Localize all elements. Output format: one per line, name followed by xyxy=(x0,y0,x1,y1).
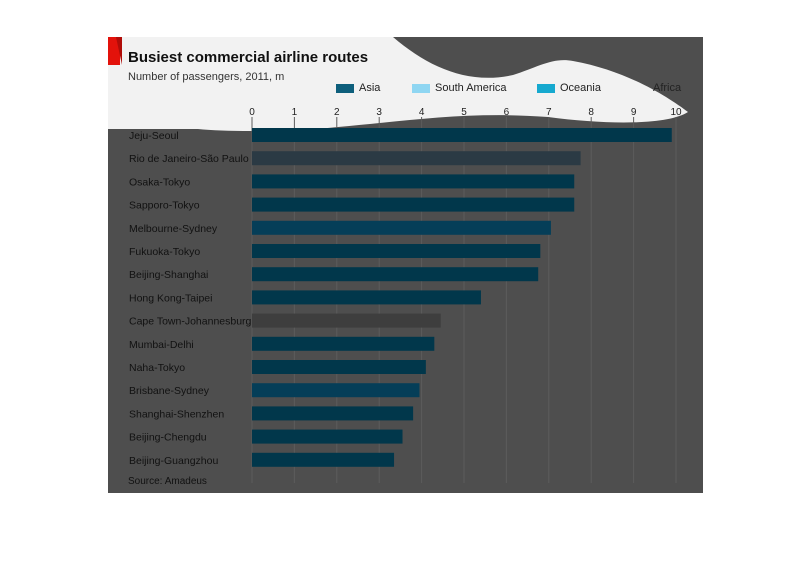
category-label: Melbourne-Sydney xyxy=(129,223,218,235)
category-label: Beijing-Shanghai xyxy=(129,269,208,281)
bar-rio-de-janeiro-s-o-paulo xyxy=(252,151,581,166)
legend-label-asia: Asia xyxy=(359,82,381,94)
category-label: Rio de Janeiro-São Paulo xyxy=(129,153,249,165)
brand-red-tag xyxy=(108,37,122,65)
legend-item-asia: Asia xyxy=(336,82,380,94)
x-tick-label: 8 xyxy=(588,107,594,118)
x-tick-label: 0 xyxy=(249,107,255,118)
bar-chart: 0 1 2 3 4 5 6 7 8 9 10 Jeju-Seoul Rio de Janeiro-Sã… xyxy=(108,37,688,483)
title-area-background xyxy=(108,37,688,132)
x-tick-label: 4 xyxy=(419,107,425,118)
category-label: Hong Kong-Taipei xyxy=(129,292,212,304)
chart-title: Busiest commercial airline routes xyxy=(128,49,369,66)
legend-item-south-america: South America xyxy=(412,82,507,94)
category-label: Mumbai-Delhi xyxy=(129,339,194,351)
title-area-shape xyxy=(108,37,688,132)
category-labels: Jeju-Seoul Rio de Janeiro-São Paulo Osaka-… xyxy=(129,130,252,467)
legend-label-oceania: Oceania xyxy=(560,82,601,94)
legend-item-africa: Africa xyxy=(653,82,681,94)
category-label: Fukuoka-Tokyo xyxy=(129,246,200,258)
x-axis-ticks: 0 1 2 3 4 5 6 7 8 9 10 xyxy=(249,107,682,118)
x-tick-label: 9 xyxy=(631,107,637,118)
bar-melbourne-sydney xyxy=(252,220,551,235)
bar-beijing-chengdu xyxy=(252,429,403,444)
chart-panel: 0 1 2 3 4 5 6 7 8 9 10 Jeju-Seoul Rio de Janeiro-Sã… xyxy=(108,37,703,493)
bar-mumbai-delhi xyxy=(252,336,435,351)
category-label: Brisbane-Sydney xyxy=(129,385,210,397)
bar-cape-town-johannesburg xyxy=(252,313,441,328)
bar-beijing-guangzhou xyxy=(252,452,395,467)
legend-item-oceania: Oceania xyxy=(537,82,601,94)
category-label: Beijing-Chengdu xyxy=(129,432,207,444)
legend-label-south-america: South America xyxy=(435,82,507,94)
bar-shanghai-shenzhen xyxy=(252,406,414,421)
legend-label-africa: Africa xyxy=(653,82,682,94)
category-label: Cape Town-Johannesburg xyxy=(129,316,252,328)
bar-brisbane-sydney xyxy=(252,383,420,398)
legend-swatch-asia xyxy=(336,83,354,93)
legend-swatch-south-america xyxy=(412,83,430,93)
bar-fukuoka-tokyo xyxy=(252,244,541,258)
x-tick-label: 7 xyxy=(546,107,552,118)
x-tick-label: 5 xyxy=(461,107,467,118)
bar-osaka-tokyo xyxy=(252,174,575,189)
category-label: Sapporo-Tokyo xyxy=(129,200,200,212)
category-label: Shanghai-Shenzhen xyxy=(129,408,224,420)
x-tick-label: 1 xyxy=(292,107,298,118)
x-tick-label: 10 xyxy=(670,107,682,118)
category-label: Beijing-Guangzhou xyxy=(129,455,218,467)
chart-subtitle: Number of passengers, 2011, m xyxy=(128,71,285,83)
x-tick-label: 6 xyxy=(504,107,510,118)
bar-jeju-seoul xyxy=(252,128,672,142)
category-label: Osaka-Tokyo xyxy=(129,176,190,188)
bars xyxy=(252,128,672,467)
bar-naha-tokyo xyxy=(252,360,426,374)
category-label: Jeju-Seoul xyxy=(129,130,179,142)
chart-source: Source: Amadeus xyxy=(128,476,207,487)
bar-beijing-shanghai xyxy=(252,267,539,282)
x-tick-label: 3 xyxy=(376,107,382,118)
bar-hong-kong-taipei xyxy=(252,290,481,305)
x-tick-label: 2 xyxy=(334,107,340,118)
category-label: Naha-Tokyo xyxy=(129,362,185,374)
legend-swatch-oceania xyxy=(537,83,555,93)
bar-sapporo-tokyo xyxy=(252,197,575,212)
